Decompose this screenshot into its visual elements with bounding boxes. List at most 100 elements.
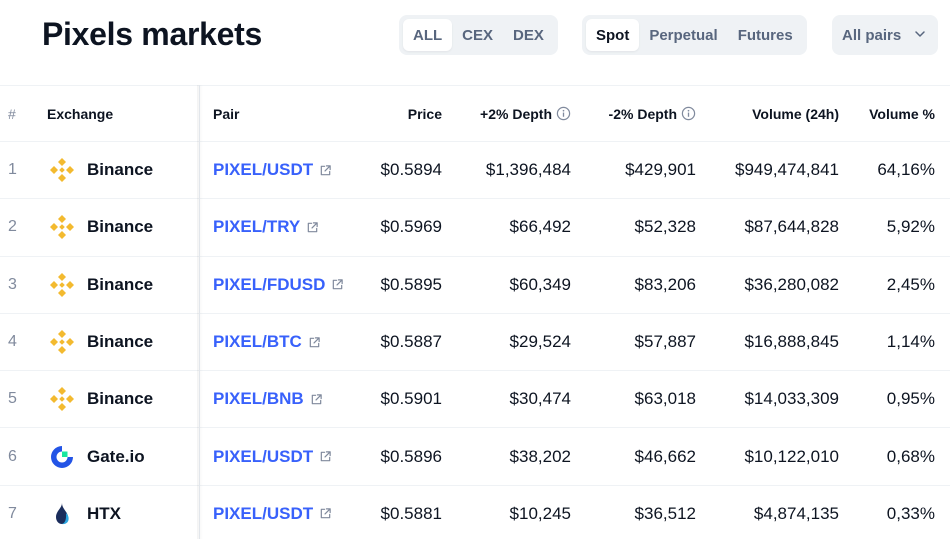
row-volume-pct: 1,14% xyxy=(886,332,935,352)
markets-table: # Exchange Pair Price +2% Depth -2% Dept… xyxy=(0,85,950,539)
row-pair-label: PIXEL/TRY xyxy=(213,217,301,237)
info-icon[interactable] xyxy=(681,106,696,121)
row-volume: $87,644,828 xyxy=(744,217,839,237)
venue-filter-dex[interactable]: DEX xyxy=(513,26,544,44)
table-row[interactable]: 3 Binance PIXEL/FDUSD $0.5895 $60,349 $8… xyxy=(0,257,950,314)
row-price: $0.5887 xyxy=(380,332,442,352)
row-pair-label: PIXEL/USDT xyxy=(213,446,314,466)
row-exchange[interactable]: HTX xyxy=(47,486,197,539)
row-pair-link[interactable]: PIXEL/USDT xyxy=(213,142,353,198)
row-rank: 6 xyxy=(8,447,17,465)
row-volume: $10,122,010 xyxy=(744,446,839,466)
row-exchange[interactable]: Binance xyxy=(47,314,197,370)
external-link-icon xyxy=(320,164,331,175)
row-rank: 4 xyxy=(8,333,17,351)
table-row[interactable]: 2 Binance PIXEL/TRY $0.5969 $66,492 $52,… xyxy=(0,199,950,257)
external-link-icon xyxy=(320,508,331,519)
header-rank[interactable]: # xyxy=(8,105,16,122)
row-exchange-name: Binance xyxy=(87,160,154,180)
pairs-dropdown[interactable]: All pairs xyxy=(832,15,938,55)
row-volume-pct: 2,45% xyxy=(886,274,935,294)
row-pair-link[interactable]: PIXEL/USDT xyxy=(213,428,353,484)
row-exchange[interactable]: Binance xyxy=(47,142,197,198)
row-volume: $14,033,309 xyxy=(744,389,839,409)
row-depth-minus: $57,887 xyxy=(634,332,696,352)
row-pair-label: PIXEL/BNB xyxy=(213,389,304,409)
gateio-logo-icon xyxy=(47,442,77,472)
table-row[interactable]: 5 Binance PIXEL/BNB $0.5901 $30,474 $63,… xyxy=(0,371,950,429)
header-volume-pct[interactable]: Volume % xyxy=(869,105,935,122)
venue-filter-cex[interactable]: CEX xyxy=(462,26,494,44)
market-type-spot[interactable]: Spot xyxy=(586,19,640,51)
row-depth-minus: $83,206 xyxy=(634,274,696,294)
row-depth-plus: $30,474 xyxy=(509,389,571,409)
row-pair-link[interactable]: PIXEL/TRY xyxy=(213,199,353,255)
page-title: Pixels markets xyxy=(42,16,262,52)
header-price[interactable]: Price xyxy=(407,105,442,122)
row-exchange[interactable]: Gate.io xyxy=(47,428,197,484)
row-price: $0.5896 xyxy=(380,446,442,466)
row-rank: 1 xyxy=(8,161,17,179)
info-icon[interactable] xyxy=(556,106,571,121)
binance-logo-icon xyxy=(47,212,77,242)
header-volume[interactable]: Volume (24h) xyxy=(752,105,839,122)
external-link-icon xyxy=(309,336,320,347)
row-rank: 5 xyxy=(8,390,17,408)
row-exchange[interactable]: Binance xyxy=(47,199,197,255)
table-row[interactable]: 1 Binance PIXEL/USDT $0.5894 $1,396,484 … xyxy=(0,142,950,200)
external-link-icon xyxy=(307,222,318,233)
binance-logo-icon xyxy=(47,270,77,300)
row-exchange-name: Binance xyxy=(87,389,154,409)
row-price: $0.5881 xyxy=(380,503,442,523)
row-depth-minus: $46,662 xyxy=(634,446,696,466)
external-link-icon xyxy=(320,451,331,462)
row-volume-pct: 64,16% xyxy=(877,160,935,180)
table-row[interactable]: 4 Binance PIXEL/BTC $0.5887 $29,524 $57,… xyxy=(0,314,950,372)
row-exchange[interactable]: Binance xyxy=(47,257,197,313)
htx-logo-icon xyxy=(47,499,77,529)
row-pair-label: PIXEL/BTC xyxy=(213,332,302,352)
row-volume: $949,474,841 xyxy=(735,160,839,180)
row-depth-plus: $66,492 xyxy=(509,217,571,237)
row-rank: 3 xyxy=(8,275,17,293)
row-volume-pct: 0,33% xyxy=(886,503,935,523)
row-price: $0.5895 xyxy=(380,274,442,294)
row-exchange-name: Gate.io xyxy=(87,446,145,466)
external-link-icon xyxy=(333,279,344,290)
binance-logo-icon xyxy=(47,155,77,185)
header-depth-plus[interactable]: +2% Depth xyxy=(480,86,571,141)
header-exchange[interactable]: Exchange xyxy=(47,105,114,122)
market-type-perpetual[interactable]: Perpetual xyxy=(649,26,718,44)
row-volume-pct: 5,92% xyxy=(886,217,935,237)
row-volume-pct: 0,95% xyxy=(886,389,935,409)
market-type-futures[interactable]: Futures xyxy=(737,26,793,44)
row-depth-minus: $429,901 xyxy=(625,160,696,180)
row-pair-label: PIXEL/USDT xyxy=(213,503,314,523)
header-depth-minus[interactable]: -2% Depth xyxy=(609,86,696,141)
row-depth-plus: $60,349 xyxy=(509,274,571,294)
row-depth-plus: $10,245 xyxy=(509,503,571,523)
row-price: $0.5969 xyxy=(380,217,442,237)
row-volume-pct: 0,68% xyxy=(886,446,935,466)
row-pair-link[interactable]: PIXEL/FDUSD xyxy=(213,257,353,313)
venue-filter: ALL CEX DEX xyxy=(399,15,558,55)
row-pair-label: PIXEL/FDUSD xyxy=(213,274,326,294)
row-exchange-name: Binance xyxy=(87,217,154,237)
row-pair-link[interactable]: PIXEL/BTC xyxy=(213,314,353,370)
row-depth-plus: $29,524 xyxy=(509,332,571,352)
row-depth-minus: $36,512 xyxy=(634,503,696,523)
binance-logo-icon xyxy=(47,327,77,357)
header-depth-minus-label: -2% Depth xyxy=(608,105,677,122)
row-rank: 7 xyxy=(8,504,17,522)
sticky-column-shadow xyxy=(197,85,203,539)
row-exchange[interactable]: Binance xyxy=(47,371,197,427)
row-depth-plus: $1,396,484 xyxy=(485,160,571,180)
row-pair-label: PIXEL/USDT xyxy=(213,160,314,180)
header-pair[interactable]: Pair xyxy=(213,105,240,122)
row-pair-link[interactable]: PIXEL/USDT xyxy=(213,486,353,539)
row-pair-link[interactable]: PIXEL/BNB xyxy=(213,371,353,427)
table-row[interactable]: 6 Gate.io PIXEL/USDT $0.5896 $38,202 $46… xyxy=(0,428,950,486)
table-row[interactable]: 7 HTX PIXEL/USDT $0.5881 $10,245 $36,512… xyxy=(0,486,950,539)
row-depth-minus: $52,328 xyxy=(634,217,696,237)
venue-filter-all[interactable]: ALL xyxy=(403,19,453,51)
